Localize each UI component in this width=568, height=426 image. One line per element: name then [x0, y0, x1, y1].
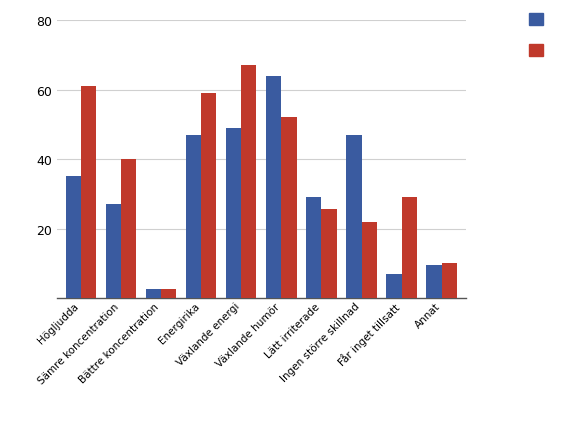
Bar [346, 135, 361, 298]
Legend: , : , [522, 7, 561, 65]
Bar [281, 118, 296, 298]
Bar [81, 87, 96, 298]
Bar [146, 290, 161, 298]
Bar [361, 222, 377, 298]
Bar [442, 264, 457, 298]
Bar [306, 198, 321, 298]
Bar [427, 265, 442, 298]
Bar [241, 66, 257, 298]
Bar [161, 290, 176, 298]
Bar [186, 135, 201, 298]
Bar [321, 210, 337, 298]
Bar [121, 160, 136, 298]
Bar [226, 129, 241, 298]
Bar [266, 77, 281, 298]
Bar [201, 94, 216, 298]
Bar [386, 274, 402, 298]
Bar [106, 205, 121, 298]
Bar [402, 198, 417, 298]
Bar [66, 177, 81, 298]
